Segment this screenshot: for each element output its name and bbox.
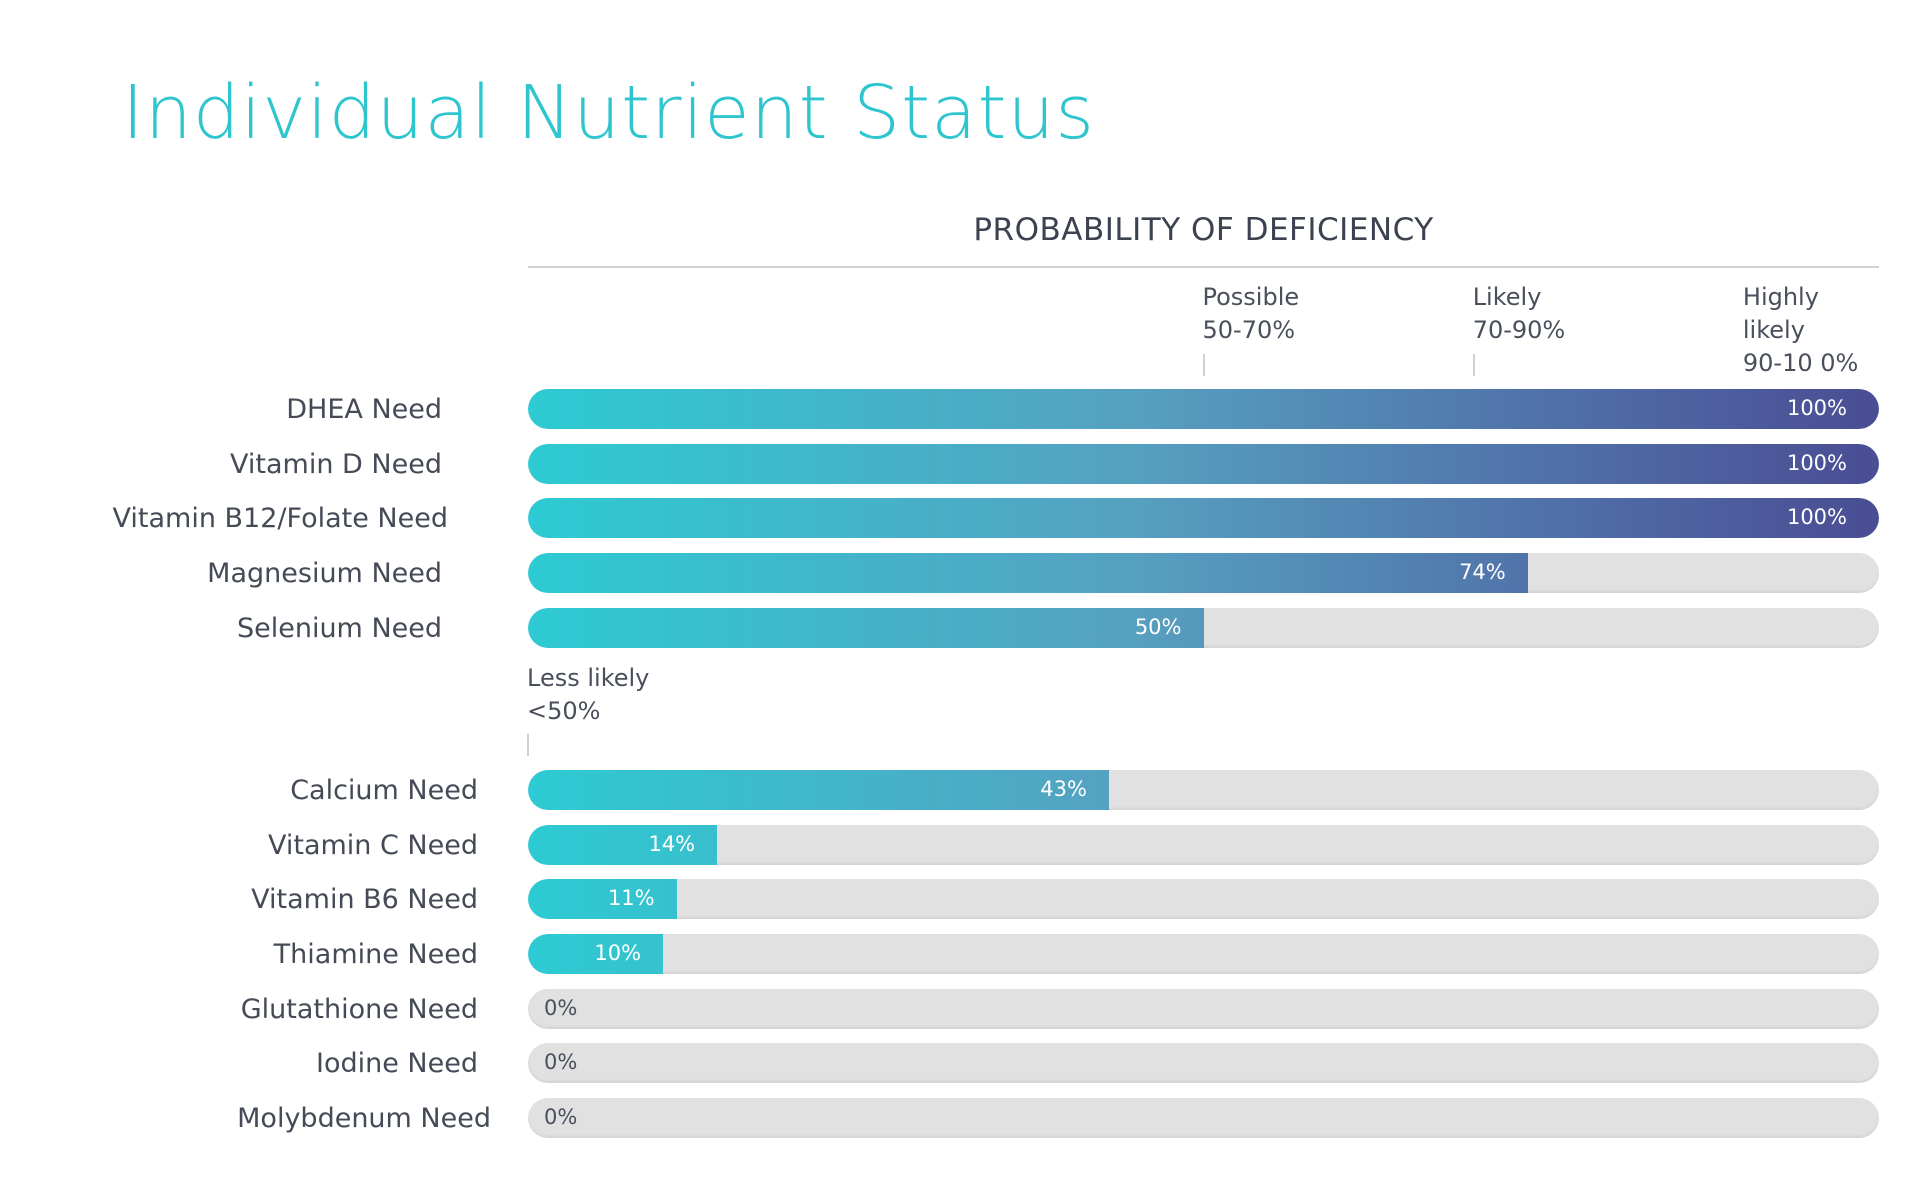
category-label: Calcium Need bbox=[290, 775, 478, 806]
bar-row: Vitamin D Need 100% bbox=[0, 444, 1920, 486]
value-label: 0% bbox=[544, 1050, 578, 1074]
value-label: 100% bbox=[1786, 396, 1847, 420]
bar-row: Glutathione Need 0% bbox=[0, 989, 1920, 1031]
bar-row: Molybdenum Need 0% bbox=[0, 1098, 1920, 1140]
value-label: 10% bbox=[594, 941, 642, 965]
value-label: 43% bbox=[1040, 777, 1087, 801]
value-label: 100% bbox=[1786, 451, 1847, 475]
value-label: 100% bbox=[1786, 505, 1847, 529]
tier-label: Possible 50-70% bbox=[1202, 283, 1300, 344]
bar bbox=[528, 879, 677, 919]
tier-label: Highly likely 90-10 0% bbox=[1742, 283, 1859, 377]
bar-row: Vitamin C Need 14% bbox=[0, 825, 1920, 867]
bar bbox=[528, 389, 1879, 429]
category-label: Vitamin B12/Folate Need bbox=[112, 503, 448, 534]
bar-track: 43% bbox=[528, 770, 1879, 810]
bar-row: Magnesium Need 74% bbox=[0, 553, 1920, 595]
bar-track: 0% bbox=[528, 989, 1879, 1029]
tier-tick bbox=[1472, 354, 1475, 376]
bar bbox=[528, 770, 1109, 810]
category-label: Molybdenum Need bbox=[237, 1103, 491, 1134]
bar-row: Vitamin B12/Folate Need 100% bbox=[0, 498, 1920, 540]
bar-track: 50% bbox=[528, 608, 1879, 648]
bar-track: 0% bbox=[528, 1043, 1879, 1083]
value-label: 11% bbox=[607, 886, 655, 910]
bar-track: 100% bbox=[528, 389, 1879, 429]
category-label: Magnesium Need bbox=[207, 558, 442, 589]
bar bbox=[528, 553, 1528, 593]
bar-track: 10% bbox=[528, 934, 1879, 974]
bar bbox=[528, 498, 1879, 538]
category-label: Selenium Need bbox=[236, 613, 442, 644]
category-label: Glutathione Need bbox=[240, 994, 478, 1025]
page-title: Individual Nutrient Status bbox=[122, 70, 1095, 156]
bar-track: 11% bbox=[528, 879, 1879, 919]
value-label: 14% bbox=[648, 832, 696, 856]
category-label: Vitamin B6 Need bbox=[251, 884, 478, 915]
bar-row: Iodine Need 0% bbox=[0, 1043, 1920, 1085]
bar bbox=[528, 934, 664, 974]
tier-label: Less likely <50% bbox=[527, 664, 650, 725]
bar bbox=[528, 825, 718, 865]
bar-track: 100% bbox=[528, 498, 1879, 538]
category-label: Vitamin C Need bbox=[267, 830, 478, 861]
bar-row: DHEA Need 100% bbox=[0, 389, 1920, 431]
value-label: 0% bbox=[544, 1105, 578, 1129]
tier-tick bbox=[1202, 354, 1205, 376]
category-label: Iodine Need bbox=[316, 1048, 478, 1079]
axis-divider bbox=[528, 266, 1879, 268]
tier-tick bbox=[527, 734, 529, 756]
bar bbox=[528, 608, 1204, 648]
bar-track: 74% bbox=[528, 553, 1879, 593]
value-label: 50% bbox=[1134, 615, 1182, 639]
category-label: Thiamine Need bbox=[273, 939, 478, 970]
bar-row: Thiamine Need 10% bbox=[0, 934, 1920, 976]
bar-track: 14% bbox=[528, 825, 1879, 865]
bar-row: Selenium Need 50% bbox=[0, 608, 1920, 650]
bar-track: 100% bbox=[528, 444, 1879, 484]
bar-row: Calcium Need 43% bbox=[0, 770, 1920, 812]
bar-track: 0% bbox=[528, 1098, 1879, 1138]
axis-title: PROBABILITY OF DEFICIENCY bbox=[973, 212, 1434, 248]
value-label: 0% bbox=[544, 996, 578, 1020]
value-label: 74% bbox=[1459, 560, 1506, 584]
category-label: Vitamin D Need bbox=[230, 449, 442, 480]
bar bbox=[528, 444, 1879, 484]
tier-label: Likely 70-90% bbox=[1472, 283, 1566, 344]
category-label: DHEA Need bbox=[286, 394, 442, 425]
bar-row: Vitamin B6 Need 11% bbox=[0, 879, 1920, 921]
